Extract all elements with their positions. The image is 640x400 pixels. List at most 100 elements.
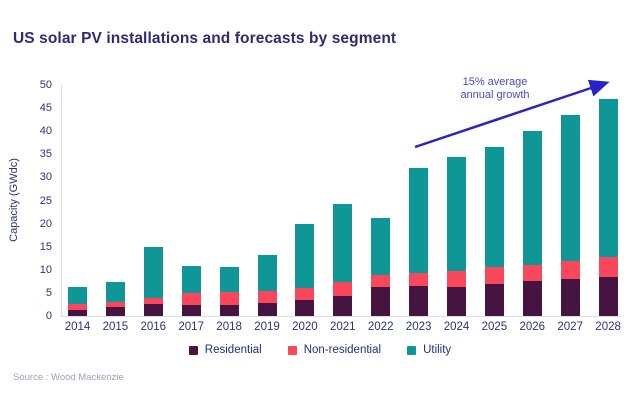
segment-non-residential [447,270,466,288]
segment-non-residential [333,281,353,296]
bar-2023 [409,168,429,316]
segment-residential [295,299,315,316]
x-tick-label: 2024 [443,321,470,333]
legend-swatch-utility [407,345,417,355]
x-tick-label: 2023 [405,321,432,333]
x-tick-label: 2020 [292,321,318,333]
bar-2024 [447,156,466,316]
x-tick-label: 2022 [367,321,394,333]
segment-residential [560,279,580,316]
bar-2017 [181,266,201,316]
segment-residential [484,283,504,316]
segment-residential [181,304,201,316]
growth-annotation-line1: 15% average [462,76,528,88]
bar-2027 [560,115,580,316]
legend-label-non-residential: Non-residential [303,344,382,356]
segment-non-residential [295,287,315,300]
x-tick-label: 2025 [481,321,508,333]
legend-label-utility: Utility [423,344,452,356]
x-tick-label: 2014 [64,321,91,333]
segment-non-residential [560,260,580,280]
legend-item-non-residential: Non-residential [287,344,382,356]
segment-non-residential [598,256,618,277]
segment-residential [371,287,391,316]
legend-item-residential: Residential [188,344,262,356]
x-tick-label: 2015 [102,321,129,333]
x-axis-line [61,316,621,317]
legend-item-utility: Utility [407,344,451,356]
page-title: US solar PV installations and forecasts … [13,30,397,47]
segment-residential [219,304,239,316]
segment-residential [257,303,277,316]
segment-utility [105,282,125,303]
source-note: Source : Wood Mackenzie [13,372,124,383]
segment-utility [371,217,391,275]
bars-group [62,85,622,316]
x-tick-label: 2021 [330,321,356,333]
segment-utility [484,147,504,267]
bar-2025 [484,147,504,316]
segment-utility [598,98,618,257]
y-tick-label: 20 [39,217,52,230]
y-axis-line [61,85,62,317]
y-tick-label: 40 [39,125,52,138]
segment-residential [333,295,353,316]
y-tick-label: 25 [39,194,52,207]
x-axis-ticks: 2014 2015 2016 2017 2018 2019 2020 2021 2022 2023… [62,321,622,335]
segment-residential [447,287,466,316]
legend-swatch-residential [188,345,198,355]
y-tick-label: 30 [39,171,52,184]
segment-residential [68,309,87,316]
segment-utility [447,156,466,271]
y-tick-label: 15 [39,240,52,253]
bar-2021 [333,203,353,316]
y-tick-label: 50 [39,79,52,91]
segment-residential [143,303,163,316]
bar-2014 [68,287,87,316]
bar-2019 [257,254,277,316]
segment-utility [333,203,353,282]
bar-2026 [522,131,542,316]
x-tick-label: 2017 [178,321,204,333]
segment-non-residential [409,273,429,286]
segment-utility [219,267,239,293]
segment-non-residential [522,265,542,282]
segment-non-residential [68,304,87,310]
y-tick-label: 10 [39,263,52,276]
segment-non-residential [484,266,504,284]
legend-swatch-non-residential [287,345,297,355]
segment-utility [409,168,429,274]
segment-non-residential [105,302,125,307]
legend: Residential Non-residential Utility [0,344,640,356]
y-tick-label: 0 [45,310,52,322]
segment-non-residential [371,274,391,288]
x-tick-label: 2026 [519,321,546,333]
segment-residential [522,281,542,316]
segment-utility [68,287,87,305]
x-tick-label: 2027 [557,321,583,333]
bar-2020 [295,223,315,316]
bar-2015 [105,282,125,316]
segment-utility [143,246,163,298]
x-tick-label: 2018 [216,321,242,333]
y-tick-label: 45 [39,102,52,115]
x-tick-label: 2028 [595,321,621,333]
y-tick-label: 35 [39,148,52,161]
segment-utility [560,115,580,261]
x-tick-label: 2016 [140,321,167,333]
legend-label-residential: Residential [204,344,262,356]
segment-residential [598,276,618,316]
x-tick-label: 2019 [254,321,280,333]
bar-2022 [371,217,391,316]
segment-residential [409,285,429,316]
bar-2028 [598,98,618,316]
segment-residential [105,306,125,316]
y-axis-ticks: 0 5 10 15 20 25 30 35 40 45 50 [0,79,52,322]
bar-2018 [219,267,239,316]
bar-2016 [143,246,163,316]
segment-non-residential [257,291,277,304]
segment-utility [295,223,315,288]
y-tick-label: 5 [45,286,52,299]
segment-utility [522,131,542,266]
